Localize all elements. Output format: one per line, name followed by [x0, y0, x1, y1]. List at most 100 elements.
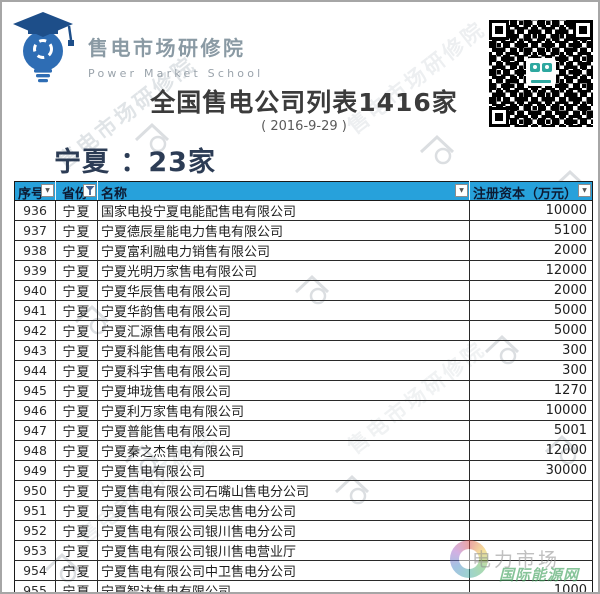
- cell-province[interactable]: 宁夏: [55, 500, 98, 521]
- cell-name[interactable]: 宁夏智达售电有限公司: [97, 580, 470, 592]
- cell-province[interactable]: 宁夏: [55, 540, 98, 561]
- table-row: 948 宁夏 宁夏秦之杰售电有限公司 12000: [14, 440, 593, 461]
- column-header-capital: 注册资本（万元） ▼: [469, 181, 593, 201]
- cell-capital[interactable]: 2000: [469, 240, 593, 261]
- table-row: 937 宁夏 宁夏德辰星能电力售电有限公司 5100: [14, 220, 593, 241]
- column-header-label: 省份: [62, 187, 89, 201]
- cell-province[interactable]: 宁夏: [55, 460, 98, 481]
- cell-capital[interactable]: 300: [469, 360, 593, 381]
- cell-capital[interactable]: 5000: [469, 300, 593, 321]
- cell-province[interactable]: 宁夏: [55, 420, 98, 441]
- cell-name[interactable]: 宁夏华辰售电有限公司: [97, 280, 470, 301]
- cell-province[interactable]: 宁夏: [55, 260, 98, 281]
- cell-capital[interactable]: 5001: [469, 420, 593, 441]
- qr-center-logo-icon: [526, 58, 556, 86]
- column-header-label: 序号: [18, 187, 45, 201]
- cell-capital[interactable]: 300: [469, 340, 593, 361]
- cell-capital[interactable]: 12000: [469, 440, 593, 461]
- cell-seq[interactable]: 947: [14, 420, 56, 441]
- cell-seq[interactable]: 939: [14, 260, 56, 281]
- cell-seq[interactable]: 954: [14, 560, 56, 581]
- cell-province[interactable]: 宁夏: [55, 480, 98, 501]
- name-filter-dropdown-icon[interactable]: ▼: [455, 184, 468, 197]
- cell-seq[interactable]: 937: [14, 220, 56, 241]
- cell-name[interactable]: 宁夏售电有限公司: [97, 460, 470, 481]
- cell-name[interactable]: 宁夏利万家售电有限公司: [97, 400, 470, 421]
- cell-province[interactable]: 宁夏: [55, 280, 98, 301]
- cell-province[interactable]: 宁夏: [55, 340, 98, 361]
- table-row: 954 宁夏 宁夏售电有限公司中卫售电分公司: [14, 560, 593, 581]
- cell-name[interactable]: 宁夏德辰星能电力售电有限公司: [97, 220, 470, 241]
- cell-province[interactable]: 宁夏: [55, 200, 98, 221]
- cell-province[interactable]: 宁夏: [55, 240, 98, 261]
- cell-seq[interactable]: 942: [14, 320, 56, 341]
- cell-capital[interactable]: 2000: [469, 280, 593, 301]
- cell-name[interactable]: 宁夏富利融电力销售有限公司: [97, 240, 470, 261]
- cell-province[interactable]: 宁夏: [55, 320, 98, 341]
- cell-seq[interactable]: 949: [14, 460, 56, 481]
- table-row: 946 宁夏 宁夏利万家售电有限公司 10000: [14, 400, 593, 421]
- cell-capital[interactable]: 30000: [469, 460, 593, 481]
- cell-name[interactable]: 宁夏售电有限公司中卫售电分公司: [97, 560, 470, 581]
- cell-seq[interactable]: 940: [14, 280, 56, 301]
- cell-name[interactable]: 宁夏秦之杰售电有限公司: [97, 440, 470, 461]
- cell-capital[interactable]: [469, 500, 593, 521]
- cell-seq[interactable]: 943: [14, 340, 56, 361]
- cell-seq[interactable]: 946: [14, 400, 56, 421]
- cell-capital[interactable]: [469, 520, 593, 541]
- cell-name[interactable]: 宁夏售电有限公司吴忠售电分公司: [97, 500, 470, 521]
- cell-name[interactable]: 宁夏普能售电有限公司: [97, 420, 470, 441]
- cell-capital[interactable]: [469, 540, 593, 561]
- province-funnel-icon[interactable]: [83, 184, 96, 197]
- cell-capital[interactable]: 1270: [469, 380, 593, 401]
- cell-name[interactable]: 宁夏售电有限公司银川售电分公司: [97, 520, 470, 541]
- cell-name[interactable]: 宁夏科能售电有限公司: [97, 340, 470, 361]
- capital-filter-dropdown-icon[interactable]: ▼: [578, 184, 591, 197]
- cell-capital[interactable]: [469, 560, 593, 581]
- table-row: 939 宁夏 宁夏光明万家售电有限公司 12000: [14, 260, 593, 281]
- cell-seq[interactable]: 936: [14, 200, 56, 221]
- column-header-province: 省份: [55, 181, 98, 201]
- cell-seq[interactable]: 944: [14, 360, 56, 381]
- cell-province[interactable]: 宁夏: [55, 220, 98, 241]
- cell-province[interactable]: 宁夏: [55, 300, 98, 321]
- cell-name[interactable]: 宁夏汇源售电有限公司: [97, 320, 470, 341]
- cell-province[interactable]: 宁夏: [55, 560, 98, 581]
- cell-name[interactable]: 国家电投宁夏电能配售电有限公司: [97, 200, 470, 221]
- cell-capital[interactable]: 10000: [469, 400, 593, 421]
- cell-province[interactable]: 宁夏: [55, 400, 98, 421]
- cell-capital[interactable]: 10000: [469, 200, 593, 221]
- cell-province[interactable]: 宁夏: [55, 520, 98, 541]
- cell-capital[interactable]: 5000: [469, 320, 593, 341]
- cell-name[interactable]: 宁夏华韵售电有限公司: [97, 300, 470, 321]
- cell-province[interactable]: 宁夏: [55, 580, 98, 592]
- cell-seq[interactable]: 953: [14, 540, 56, 561]
- cell-name[interactable]: 宁夏售电有限公司石嘴山售电分公司: [97, 480, 470, 501]
- cell-seq[interactable]: 952: [14, 520, 56, 541]
- cell-name[interactable]: 宁夏坤珑售电有限公司: [97, 380, 470, 401]
- cell-seq[interactable]: 945: [14, 380, 56, 401]
- qr-finder-icon: [573, 20, 593, 40]
- cell-seq[interactable]: 955: [14, 580, 56, 592]
- seq-filter-dropdown-icon[interactable]: ▼: [41, 184, 54, 197]
- cell-capital[interactable]: 12000: [469, 260, 593, 281]
- cell-name[interactable]: 宁夏光明万家售电有限公司: [97, 260, 470, 281]
- cell-seq[interactable]: 950: [14, 480, 56, 501]
- cell-capital[interactable]: [469, 480, 593, 501]
- cell-capital[interactable]: 1000: [469, 580, 593, 592]
- page-title: 全国售电公司列表1416家: [150, 88, 458, 117]
- cell-province[interactable]: 宁夏: [55, 360, 98, 381]
- cell-capital[interactable]: 5100: [469, 220, 593, 241]
- cell-name[interactable]: 宁夏科宇售电有限公司: [97, 360, 470, 381]
- cell-seq[interactable]: 941: [14, 300, 56, 321]
- qr-finder-icon: [489, 20, 509, 40]
- column-header-name: 名称 ▼: [97, 181, 470, 201]
- cell-province[interactable]: 宁夏: [55, 380, 98, 401]
- cell-seq[interactable]: 948: [14, 440, 56, 461]
- cell-province[interactable]: 宁夏: [55, 440, 98, 461]
- cell-name[interactable]: 宁夏售电有限公司银川售电营业厅: [97, 540, 470, 561]
- school-logo-cn-text: 售电市场研修院: [88, 36, 246, 60]
- cell-seq[interactable]: 951: [14, 500, 56, 521]
- table-row: 944 宁夏 宁夏科宇售电有限公司 300: [14, 360, 593, 381]
- cell-seq[interactable]: 938: [14, 240, 56, 261]
